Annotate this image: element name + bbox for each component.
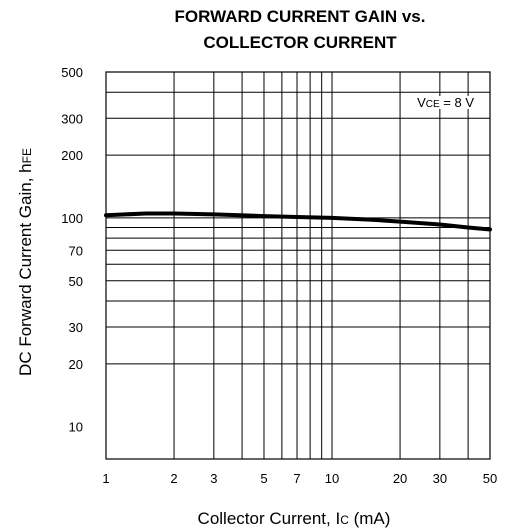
y-tick-label: 30 (69, 320, 83, 335)
x-tick-labels: 1 2 3 5 7 10 20 30 50 (102, 471, 497, 486)
x-tick-label: 50 (483, 471, 497, 486)
x-tick-label: 5 (260, 471, 267, 486)
grid (105, 71, 491, 459)
chart-title-line-1: FORWARD CURRENT GAIN vs. (175, 7, 426, 26)
annotation-group: VCE = 8 V (414, 95, 478, 110)
y-tick-label: 200 (61, 148, 83, 163)
y-tick-label: 300 (61, 111, 83, 126)
x-tick-label: 7 (293, 471, 300, 486)
y-tick-label: 70 (69, 243, 83, 258)
x-axis-label: Collector Current, IC (mA) (198, 509, 391, 528)
x-tick-label: 20 (393, 471, 407, 486)
x-tick-label: 2 (170, 471, 177, 486)
y-tick-labels: 10 20 30 50 70 100 200 300 500 (61, 65, 83, 435)
annotation-background (414, 96, 478, 109)
y-tick-label: 20 (69, 357, 83, 372)
x-tick-label: 1 (102, 471, 109, 486)
chart-title-line-2: COLLECTOR CURRENT (203, 33, 397, 52)
vce-annotation: VCE = 8 V (417, 95, 474, 110)
y-axis-label: DC Forward Current Gain, hFE (16, 148, 35, 376)
series-line (104, 211, 492, 232)
plot-frame (105, 71, 491, 460)
y-tick-label: 100 (61, 211, 83, 226)
series-group (104, 211, 492, 232)
x-tick-label: 10 (325, 471, 339, 486)
y-tick-label: 50 (69, 274, 83, 289)
y-tick-label: 10 (69, 420, 83, 435)
x-tick-label: 3 (210, 471, 217, 486)
x-tick-label: 30 (433, 471, 447, 486)
y-tick-label: 500 (61, 65, 83, 80)
